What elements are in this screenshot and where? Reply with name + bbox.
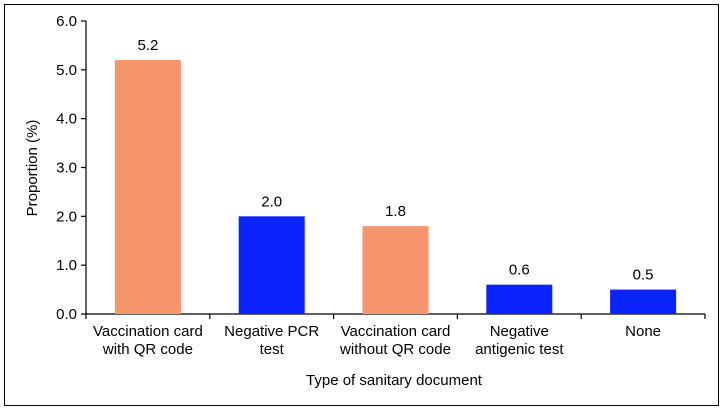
y-tick-label: 1.0 [56,257,77,274]
bar [362,226,429,314]
x-tick-label: Vaccination card without QR code [339,323,451,358]
bar [610,289,677,314]
bar [238,216,305,314]
x-tick-label-line: Negative PCR [224,323,319,340]
y-tick-label: 2.0 [56,208,77,225]
x-tick-label: Negative antigenic test [475,323,564,358]
data-label: 1.8 [385,203,406,220]
y-axis: 0.0 1.0 2.0 3.0 4.0 5.0 6.0 [56,13,87,323]
bars [114,60,677,314]
x-tick-label-line: Vaccination card [341,323,451,340]
data-label: 0.6 [509,262,530,279]
x-tick-label-line: Negative [490,323,549,340]
x-tick-label-line: without QR code [339,341,451,358]
data-labels: 5.2 2.0 1.8 0.6 0.5 [137,37,653,284]
y-tick-label: 0.0 [56,306,77,323]
data-label: 5.2 [137,37,158,54]
x-tick-label-line: test [260,341,285,358]
x-tick-label: None [625,323,661,340]
data-label: 0.5 [633,267,654,284]
bar [114,60,181,314]
x-tick-label-line: antigenic test [475,341,564,358]
x-tick-label-line: None [625,323,661,340]
data-label: 2.0 [261,193,282,210]
x-axis-title: Type of sanitary document [306,372,483,389]
x-tick-label: Negative PCR test [224,323,319,358]
x-tick-label-line: with QR code [102,341,193,358]
x-tick-label: Vaccination card with QR code [93,323,203,358]
y-tick-label: 6.0 [56,13,77,30]
y-tick-label: 3.0 [56,160,77,177]
y-tick-label: 5.0 [56,62,77,79]
y-axis-title: Proportion (%) [24,120,41,217]
bar [486,284,553,314]
y-tick-label: 4.0 [56,111,77,128]
x-tick-label-line: Vaccination card [93,323,203,340]
